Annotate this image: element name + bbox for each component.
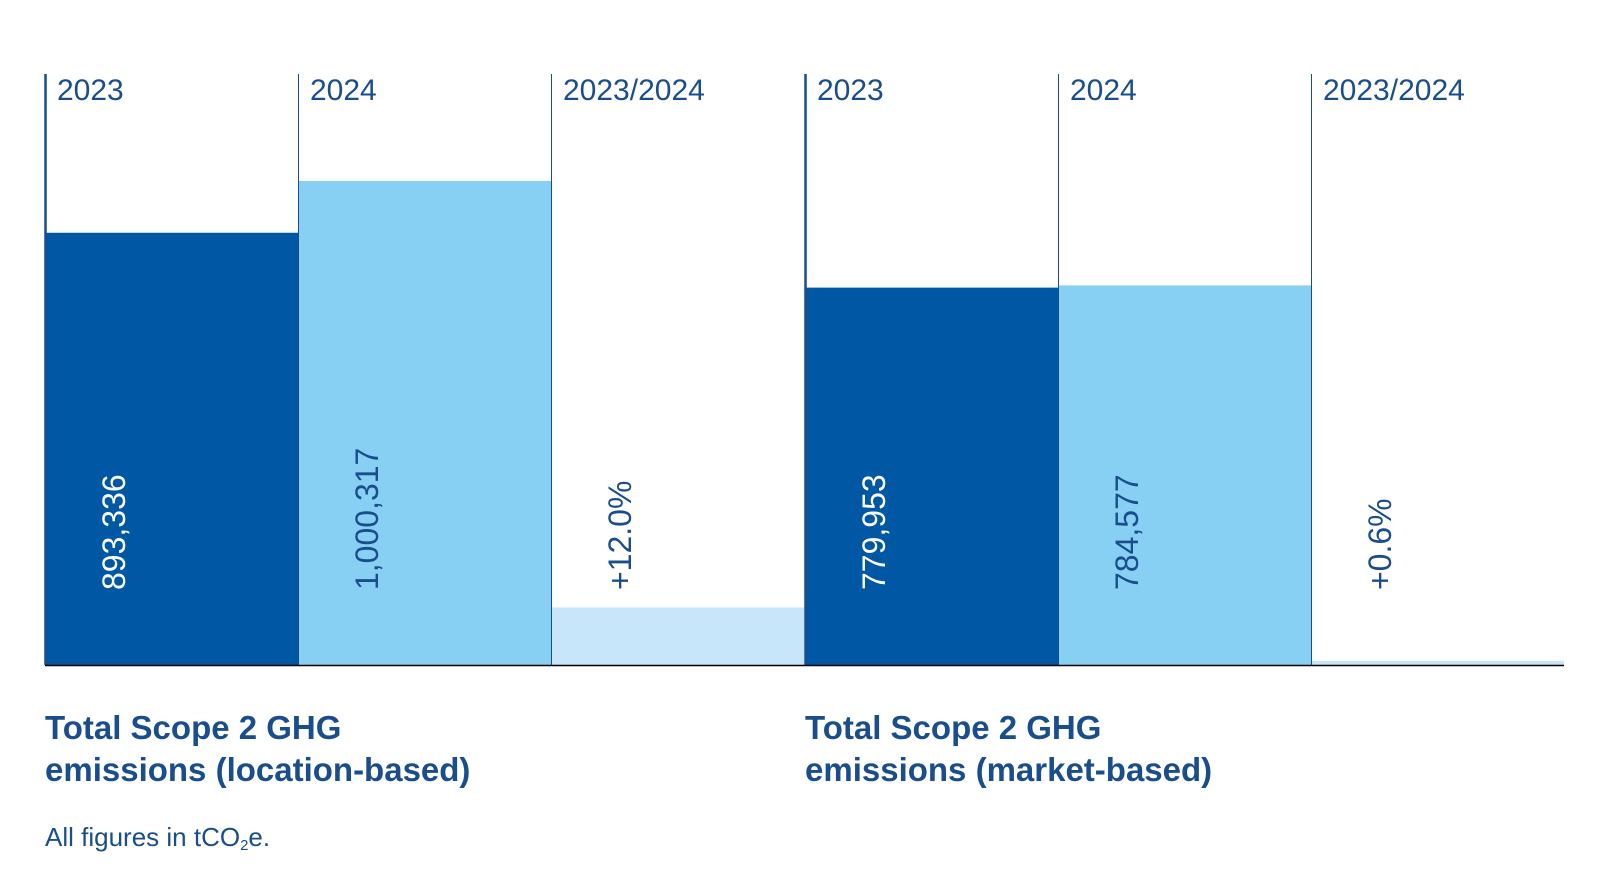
bar-0-2: [551, 607, 804, 665]
chart-group-0: 2023 893,336 2024 1,000,317 2023/2024 +12.0%: [44, 74, 804, 665]
bar-0-1: [298, 181, 551, 665]
chart-title-location-based: Total Scope 2 GHG emissions (location-ba…: [45, 707, 565, 791]
column-header: 2023: [57, 74, 124, 107]
column-header: 2024: [310, 74, 377, 107]
chart-title-line: emissions (market-based): [805, 751, 1213, 788]
column-header: 2023/2024: [563, 74, 705, 107]
data-label: +12.0%: [602, 481, 638, 590]
data-label: +0.6%: [1362, 498, 1398, 590]
data-label: 779,953: [856, 474, 892, 590]
units-footnote: All figures in tCO2e.: [45, 822, 270, 854]
chart-group-1: 2023 779,953 2024 784,577 2023/2024 +0.6%: [804, 74, 1564, 665]
data-label: 1,000,317: [349, 448, 385, 590]
bar-0-0: [45, 232, 298, 665]
chart-title-line: Total Scope 2 GHG: [805, 709, 1102, 746]
data-label: 784,577: [1109, 474, 1145, 590]
bar-1-2: [1311, 661, 1564, 665]
bar-1-1: [1058, 285, 1311, 665]
data-label: 893,336: [96, 474, 132, 590]
column-header: 2023: [817, 74, 884, 107]
chart-title-line: emissions (location-based): [45, 751, 471, 788]
footnote-subscript: 2: [240, 837, 249, 854]
footnote-suffix: e.: [248, 822, 271, 852]
footnote-prefix: All figures in tCO: [45, 822, 241, 852]
chart-title-market-based: Total Scope 2 GHG emissions (market-base…: [805, 707, 1325, 791]
column-header: 2023/2024: [1323, 74, 1465, 107]
chart-title-line: Total Scope 2 GHG: [45, 709, 342, 746]
bar-1-0: [805, 287, 1058, 665]
column-header: 2024: [1070, 74, 1137, 107]
